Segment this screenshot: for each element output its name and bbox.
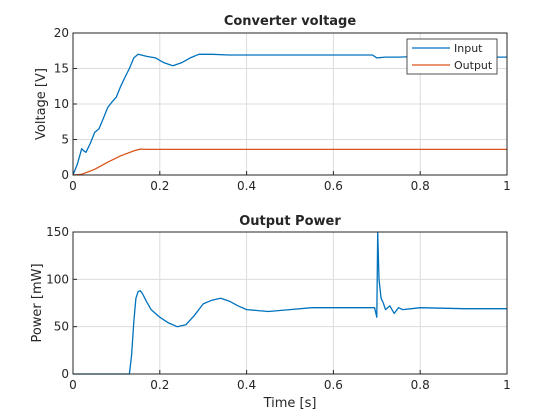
power-series-power-line	[73, 231, 507, 375]
power-xtick-label: 0.2	[150, 378, 169, 392]
power-xtick-label: 0	[69, 378, 77, 392]
voltage-xtick-label: 0.8	[411, 179, 430, 193]
power-axes: 0 0.2 0.4 0.6 0.8 1 0 50 100 150 Output Power Pow…	[30, 214, 511, 411]
voltage-ylabel: Voltage [V]	[34, 68, 49, 140]
power-ytick-label: 150	[46, 225, 69, 239]
voltage-xtick-label: 1	[503, 179, 511, 193]
voltage-series-input-line	[72, 53, 507, 176]
power-series-group	[73, 231, 507, 375]
power-ylabel: Power [mW]	[30, 263, 45, 342]
legend-box	[406, 38, 498, 75]
legend-input-label: Input	[454, 42, 483, 55]
voltage-ytick-label: 0	[61, 168, 69, 182]
power-title: Output Power	[239, 214, 341, 229]
voltage-ytick-label: 5	[61, 133, 69, 147]
voltage-series-group	[72, 53, 507, 176]
voltage-xtick-label: 0.6	[324, 179, 343, 193]
voltage-ytick-label: 20	[54, 26, 69, 40]
voltage-ytick-label: 10	[54, 97, 69, 111]
voltage-title: Converter voltage	[224, 14, 357, 29]
power-xtick-label: 1	[503, 378, 511, 392]
power-tick-labels: 0 0.2 0.4 0.6 0.8 1 0 50 100 150	[46, 225, 511, 392]
voltage-series-output-line	[72, 148, 507, 176]
power-xtick-label: 0.6	[324, 378, 343, 392]
voltage-ytick-label: 15	[54, 62, 69, 76]
voltage-legend: Input Output	[406, 38, 498, 75]
power-xtick-label: 0.8	[411, 378, 430, 392]
power-xlabel: Time [s]	[263, 396, 317, 411]
voltage-xtick-label: 0	[69, 179, 77, 193]
legend-output-label: Output	[454, 59, 493, 72]
power-ytick-label: 0	[61, 367, 69, 381]
power-ytick-label: 50	[54, 320, 69, 334]
power-ytick-label: 100	[46, 272, 69, 286]
power-axes-frame	[72, 231, 508, 375]
voltage-xtick-label: 0.4	[237, 179, 256, 193]
voltage-xtick-label: 0.2	[150, 179, 169, 193]
power-xtick-label: 0.4	[237, 378, 256, 392]
